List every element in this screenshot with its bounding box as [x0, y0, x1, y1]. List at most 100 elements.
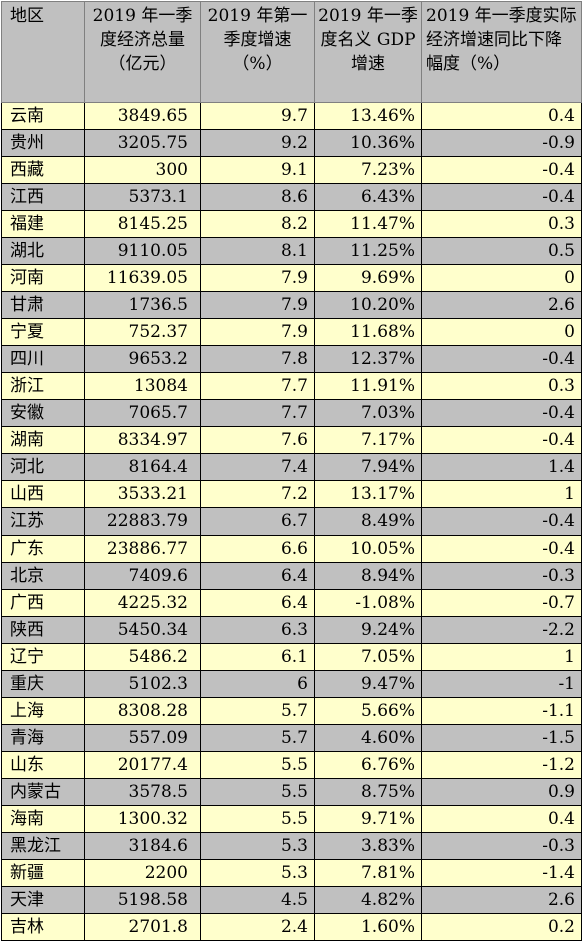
cell-growth-decline: 0	[421, 264, 582, 293]
cell-nominal-growth: 7.23%	[314, 156, 422, 185]
table-row: 山西 3533.21 7.2 13.17% 1	[1, 480, 582, 509]
cell-region: 陕西	[1, 615, 85, 644]
cell-growth-decline: 1	[421, 480, 582, 509]
cell-growth-decline: -1.2	[421, 750, 582, 779]
cell-growth-decline: -1.4	[421, 858, 582, 887]
cell-gdp-total: 22883.79	[84, 507, 201, 536]
cell-growth-decline: 2.6	[421, 291, 582, 320]
cell-region: 山西	[1, 480, 85, 509]
cell-growth-decline: 0.9	[421, 777, 582, 806]
cell-gdp-total: 3205.75	[84, 129, 201, 158]
cell-region: 四川	[1, 345, 85, 374]
table-row: 云南 3849.65 9.7 13.46% 0.4	[1, 101, 582, 131]
cell-growth-decline: -0.3	[421, 561, 582, 590]
cell-region: 内蒙古	[1, 777, 85, 806]
table-row: 广东 23886.77 6.6 10.05% -0.4	[1, 534, 582, 563]
cell-growth-decline: -0.4	[421, 534, 582, 563]
cell-region: 宁夏	[1, 318, 85, 347]
cell-nominal-growth: 13.17%	[314, 480, 422, 509]
table-row: 河北 8164.4 7.4 7.94% 1.4	[1, 453, 582, 482]
cell-growth-decline: 0.4	[421, 804, 582, 833]
cell-nominal-growth: 11.91%	[314, 372, 422, 401]
cell-region: 山东	[1, 750, 85, 779]
cell-nominal-growth: 7.03%	[314, 399, 422, 428]
cell-gdp-total: 8334.97	[84, 426, 201, 455]
table-row: 上海 8308.28 5.7 5.66% -1.1	[1, 696, 582, 725]
table-row: 浙江 13084 7.7 11.91% 0.3	[1, 372, 582, 401]
header-region: 地区	[1, 1, 85, 103]
cell-nominal-growth: 1.60%	[314, 912, 422, 942]
cell-growth-decline: 0.4	[421, 101, 582, 131]
cell-growth-decline: 2.6	[421, 885, 582, 914]
table-row: 吉林 2701.8 2.4 1.60% 0.2	[1, 912, 582, 942]
cell-gdp-total: 20177.4	[84, 750, 201, 779]
cell-nominal-growth: 9.24%	[314, 615, 422, 644]
table-row: 海南 1300.32 5.5 9.71% 0.4	[1, 804, 582, 833]
cell-growth-decline: -0.4	[421, 183, 582, 212]
cell-growth-decline: -1	[421, 669, 582, 698]
cell-nominal-growth: 11.25%	[314, 237, 422, 266]
cell-region: 福建	[1, 210, 85, 239]
cell-region: 新疆	[1, 858, 85, 887]
cell-nominal-growth: 5.66%	[314, 696, 422, 725]
cell-nominal-growth: 11.47%	[314, 210, 422, 239]
table-row: 重庆 5102.3 6 9.47% -1	[1, 669, 582, 698]
table-row: 宁夏 752.37 7.9 11.68% 0	[1, 318, 582, 347]
cell-nominal-growth: 8.49%	[314, 507, 422, 536]
table-row: 辽宁 5486.2 6.1 7.05% 1	[1, 642, 582, 671]
cell-growth-decline: -0.4	[421, 345, 582, 374]
cell-nominal-growth: 9.47%	[314, 669, 422, 698]
cell-growth-rate: 5.5	[200, 777, 315, 806]
cell-growth-decline: -0.3	[421, 831, 582, 860]
header-growth-decline: 2019 年一季度实际经济增速同比下降幅度（%）	[421, 1, 582, 103]
cell-nominal-growth: 10.36%	[314, 129, 422, 158]
cell-growth-rate: 7.2	[200, 480, 315, 509]
cell-gdp-total: 9110.05	[84, 237, 201, 266]
cell-gdp-total: 5373.1	[84, 183, 201, 212]
cell-region: 云南	[1, 101, 85, 131]
cell-gdp-total: 557.09	[84, 723, 201, 752]
cell-growth-decline: -0.4	[421, 426, 582, 455]
cell-nominal-growth: 7.81%	[314, 858, 422, 887]
cell-growth-decline: -0.4	[421, 156, 582, 185]
cell-gdp-total: 5486.2	[84, 642, 201, 671]
cell-nominal-growth: 4.60%	[314, 723, 422, 752]
cell-nominal-growth: 7.94%	[314, 453, 422, 482]
cell-growth-decline: 0.2	[421, 912, 582, 942]
cell-region: 安徽	[1, 399, 85, 428]
cell-nominal-growth: 6.76%	[314, 750, 422, 779]
cell-gdp-total: 3184.6	[84, 831, 201, 860]
cell-region: 西藏	[1, 156, 85, 185]
table-row: 福建 8145.25 8.2 11.47% 0.3	[1, 210, 582, 239]
cell-growth-rate: 6	[200, 669, 315, 698]
cell-gdp-total: 3533.21	[84, 480, 201, 509]
cell-region: 湖北	[1, 237, 85, 266]
cell-growth-rate: 5.5	[200, 750, 315, 779]
cell-nominal-growth: 13.46%	[314, 101, 422, 131]
cell-growth-rate: 6.6	[200, 534, 315, 563]
cell-gdp-total: 5450.34	[84, 615, 201, 644]
cell-gdp-total: 8164.4	[84, 453, 201, 482]
cell-region: 重庆	[1, 669, 85, 698]
table-body: 云南 3849.65 9.7 13.46% 0.4 贵州 3205.75 9.2 10.36% -…	[1, 101, 582, 942]
cell-growth-rate: 8.2	[200, 210, 315, 239]
table-row: 江苏 22883.79 6.7 8.49% -0.4	[1, 507, 582, 536]
cell-gdp-total: 23886.77	[84, 534, 201, 563]
cell-region: 江苏	[1, 507, 85, 536]
cell-growth-rate: 6.4	[200, 588, 315, 617]
cell-gdp-total: 5198.58	[84, 885, 201, 914]
cell-growth-rate: 5.5	[200, 804, 315, 833]
cell-growth-rate: 7.7	[200, 372, 315, 401]
cell-nominal-growth: -1.08%	[314, 588, 422, 617]
cell-growth-decline: 0.3	[421, 372, 582, 401]
cell-nominal-growth: 7.05%	[314, 642, 422, 671]
cell-growth-rate: 6.7	[200, 507, 315, 536]
cell-region: 北京	[1, 561, 85, 590]
cell-growth-decline: -2.2	[421, 615, 582, 644]
cell-nominal-growth: 8.94%	[314, 561, 422, 590]
cell-gdp-total: 8145.25	[84, 210, 201, 239]
cell-growth-decline: -0.9	[421, 129, 582, 158]
header-growth-rate: 2019 年第一季度增速（%）	[200, 1, 315, 103]
header-nominal-growth: 2019 年一季度名义 GDP 增速	[314, 1, 422, 103]
cell-region: 河南	[1, 264, 85, 293]
